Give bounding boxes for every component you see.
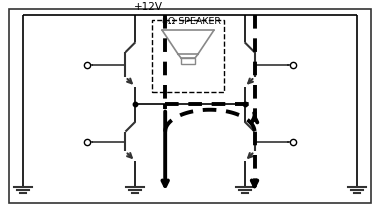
Bar [181,58,195,64]
Text: 8Ω SPEAKER: 8Ω SPEAKER [163,17,222,26]
Bar [152,20,224,92]
Text: +12V: +12V [134,3,163,12]
